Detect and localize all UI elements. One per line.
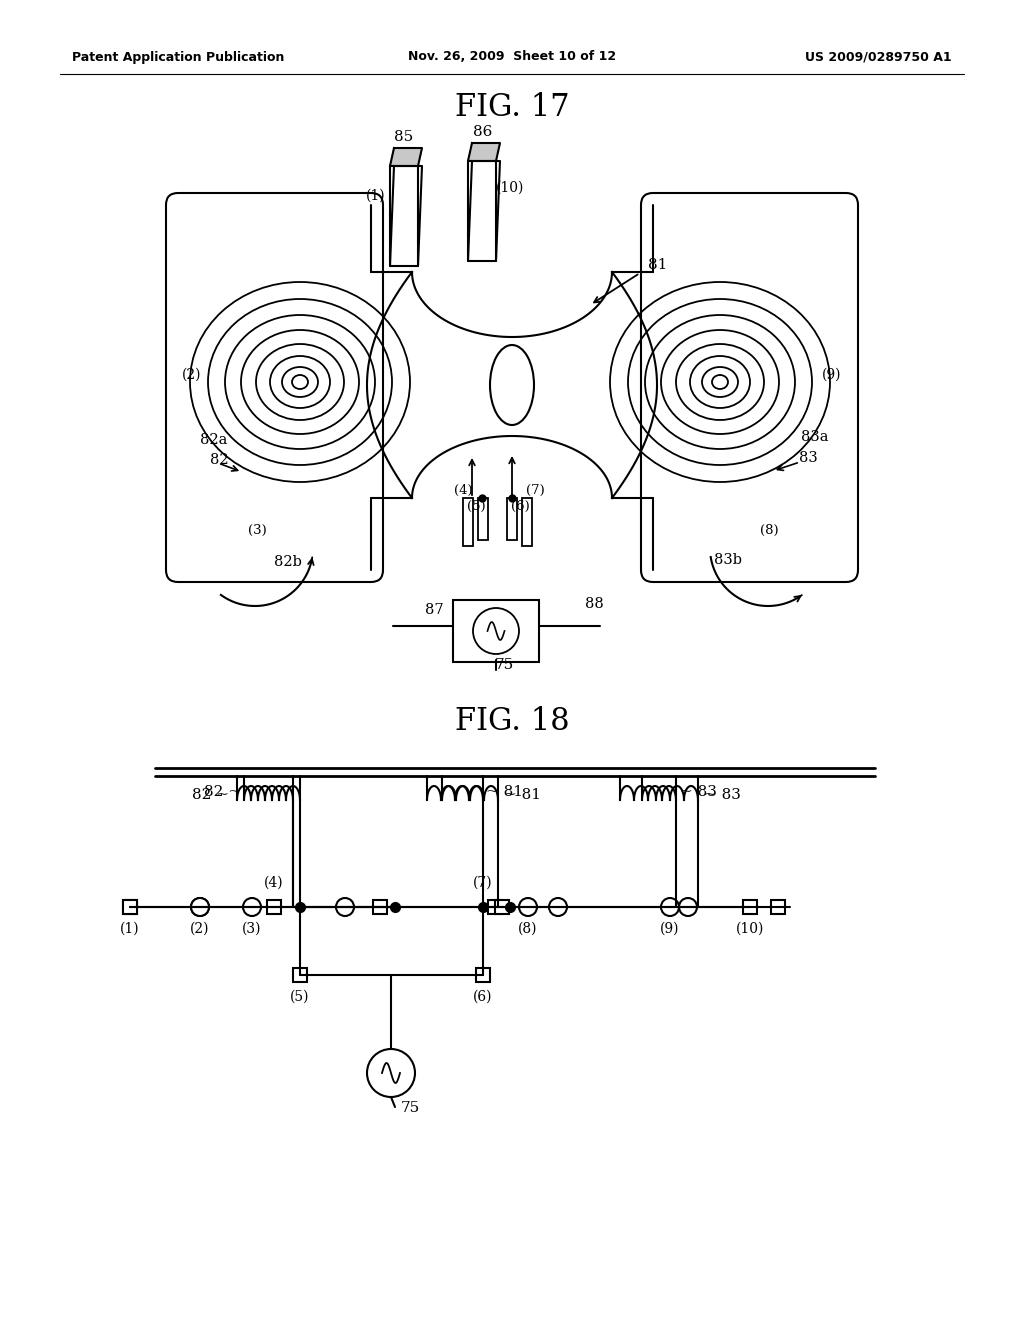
Text: 75: 75 [401, 1101, 420, 1115]
Bar [771, 900, 785, 913]
Bar [373, 900, 387, 913]
Circle shape [243, 898, 261, 916]
Circle shape [662, 898, 679, 916]
Text: 86: 86 [473, 125, 493, 139]
Text: (10): (10) [736, 921, 764, 936]
Text: 83b: 83b [714, 553, 742, 568]
Text: (9): (9) [660, 921, 680, 936]
Text: 85: 85 [394, 129, 414, 144]
Text: (3): (3) [248, 524, 266, 536]
Text: 82b: 82b [274, 554, 302, 569]
Text: ~ 81: ~ 81 [504, 788, 541, 803]
Text: (1): (1) [367, 189, 386, 203]
Text: (6): (6) [511, 499, 529, 512]
Text: (1): (1) [120, 921, 140, 936]
Bar [743, 900, 757, 913]
Text: (7): (7) [525, 483, 545, 496]
Text: 83a: 83a [801, 430, 828, 444]
Text: (6): (6) [473, 990, 493, 1005]
Text: (8): (8) [760, 524, 778, 536]
Text: 82a: 82a [200, 433, 227, 447]
Text: 82: 82 [210, 453, 228, 467]
Text: FIG. 18: FIG. 18 [455, 706, 569, 738]
Text: 88: 88 [585, 597, 603, 611]
Polygon shape [468, 143, 500, 161]
Text: (9): (9) [822, 368, 842, 381]
Bar [488, 900, 502, 913]
Text: ~ 81: ~ 81 [486, 785, 523, 799]
Text: ~ 83: ~ 83 [705, 788, 741, 803]
Text: 75: 75 [495, 657, 514, 672]
Text: 82 ~: 82 ~ [193, 788, 229, 803]
Text: (4): (4) [454, 483, 472, 496]
Text: (2): (2) [182, 368, 202, 381]
Text: (5): (5) [467, 499, 485, 512]
Bar [267, 900, 281, 913]
Text: (7): (7) [473, 876, 493, 890]
Bar [293, 968, 307, 982]
Text: (3): (3) [243, 921, 262, 936]
Bar [453, 601, 539, 663]
Text: (10): (10) [496, 181, 524, 195]
Text: (4): (4) [264, 876, 284, 890]
Text: (2): (2) [190, 921, 210, 936]
Text: 82 ~: 82 ~ [204, 785, 241, 799]
Text: (5): (5) [290, 990, 309, 1005]
Text: 81: 81 [648, 257, 668, 272]
Circle shape [519, 898, 537, 916]
Circle shape [336, 898, 354, 916]
Bar [463, 498, 473, 546]
Bar [507, 498, 517, 540]
Bar [476, 968, 490, 982]
Circle shape [679, 898, 697, 916]
Bar [123, 900, 137, 913]
Bar [522, 498, 532, 546]
Text: Patent Application Publication: Patent Application Publication [72, 50, 285, 63]
Text: Nov. 26, 2009  Sheet 10 of 12: Nov. 26, 2009 Sheet 10 of 12 [408, 50, 616, 63]
Circle shape [473, 609, 519, 653]
Text: ~ 83: ~ 83 [680, 785, 717, 799]
Circle shape [367, 1049, 415, 1097]
Bar [495, 900, 509, 913]
Text: 87: 87 [425, 603, 443, 616]
Circle shape [191, 898, 209, 916]
Circle shape [191, 898, 209, 916]
Polygon shape [390, 148, 422, 166]
Bar [123, 900, 137, 913]
Bar [478, 498, 488, 540]
Text: 83: 83 [799, 451, 817, 465]
Text: (8): (8) [518, 921, 538, 936]
Text: FIG. 17: FIG. 17 [455, 91, 569, 123]
Text: US 2009/0289750 A1: US 2009/0289750 A1 [805, 50, 952, 63]
Circle shape [549, 898, 567, 916]
